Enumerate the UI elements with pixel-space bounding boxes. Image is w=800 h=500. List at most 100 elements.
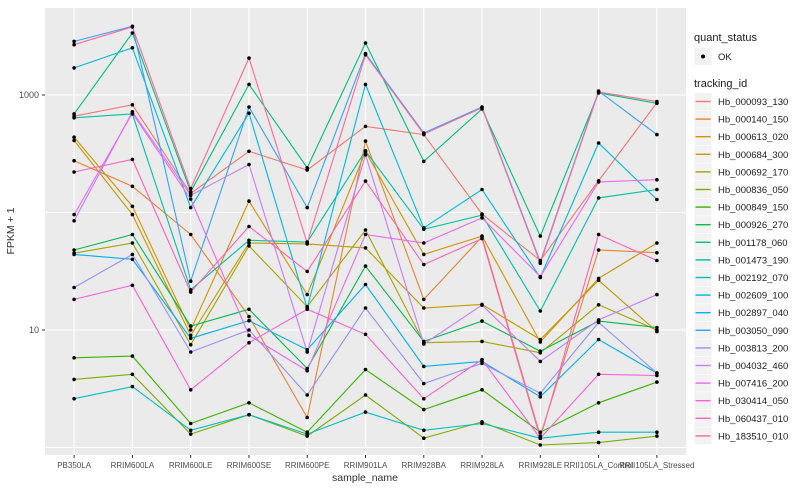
data-point [422,297,426,302]
data-point [72,285,76,290]
data-point [480,236,484,241]
data-point [422,252,426,257]
data-point [596,430,601,435]
data-point [596,372,601,377]
data-point [363,41,368,45]
data-point [72,135,76,139]
data-point [305,292,310,297]
legend-layer: Hb_000093_130 Hb_000140_150 Hb_000613_020 H… [694,48,788,445]
data-point [363,393,368,397]
data-point [247,82,251,87]
data-point [247,244,251,248]
data-point [130,232,135,237]
legend-entry-label: Hb_000926_270 [718,220,788,231]
data-point [422,159,426,164]
data-point [247,149,251,154]
data-point [130,372,135,377]
x-tick-label: RRIM600SE [227,461,271,470]
data-point [305,269,310,274]
data-point [363,332,368,337]
legend-entry-label: Hb_000684_300 [718,150,788,161]
data-point [247,328,251,332]
data-point [72,158,76,163]
data-point [538,309,543,313]
data-points-layer [72,24,659,447]
data-point [538,436,543,441]
data-point [422,241,426,245]
data-point [72,42,76,47]
data-point [247,307,251,312]
data-point [422,339,426,344]
data-point [188,432,193,436]
data-point [247,56,251,60]
data-point [363,153,368,157]
data-point [72,116,76,120]
legend-quant-status-title: quant_status [694,32,757,44]
legend-ok-label: OK [718,52,732,63]
legend-entry-label: Hb_002609_100 [718,291,788,302]
data-point [538,274,543,279]
data-point [247,199,251,203]
data-point [363,124,368,129]
data-point [655,258,659,263]
legend-entry-label: Hb_000140_150 [718,115,788,126]
data-point [72,396,76,401]
data-point [363,246,368,250]
x-tick-label: RRII105LA_Stressed [619,461,694,470]
data-point [480,105,484,110]
legend-entry-label: Hb_060437_010 [718,414,788,425]
legend-ok-point-icon [701,54,705,59]
y-axis-title: FPKM + 1 [5,207,17,254]
data-point [596,232,601,237]
data-point [655,241,659,245]
data-point [247,241,251,245]
data-point [363,179,368,183]
data-point [422,428,426,433]
data-point [596,303,601,307]
y-tick-label: 1000 [19,90,39,100]
data-point [188,205,193,210]
data-point [538,359,543,364]
data-point [188,190,193,194]
data-point [72,66,76,70]
data-point [480,213,484,217]
x-axis-title: sample_name [332,472,398,484]
data-point [72,252,76,257]
data-point [422,306,426,310]
data-point [596,196,601,200]
legend-entry-label: Hb_003050_090 [718,326,788,337]
data-point [130,31,135,35]
data-point [72,377,76,382]
data-point [72,212,76,217]
legend-entry-label: Hb_000093_130 [718,97,788,108]
data-point [538,430,543,435]
data-point [422,381,426,386]
data-point [596,401,601,405]
data-point [655,328,659,332]
data-point [188,336,193,341]
data-point [655,292,659,297]
y-tick-label: 10 [29,325,39,335]
legend-entry-label: Hb_001178_060 [718,238,788,249]
data-point [188,421,193,426]
data-point [72,138,76,143]
legend-entry-label: Hb_030414_050 [718,396,788,407]
data-point [538,349,543,354]
data-point [538,261,543,266]
x-tick-label: RRIM928BA [402,461,447,470]
data-point [422,407,426,412]
data-point [363,282,368,287]
data-point [72,356,76,360]
legend-entry-label: Hb_000849_150 [718,203,788,214]
data-point [72,39,76,44]
data-point [596,440,601,445]
data-point [363,149,368,153]
x-tick-label: RRIM600PE [285,461,329,470]
data-point [130,46,135,50]
data-point [363,82,368,87]
data-point [596,278,601,283]
data-point [363,264,368,268]
data-point [596,248,601,252]
data-point [247,162,251,167]
